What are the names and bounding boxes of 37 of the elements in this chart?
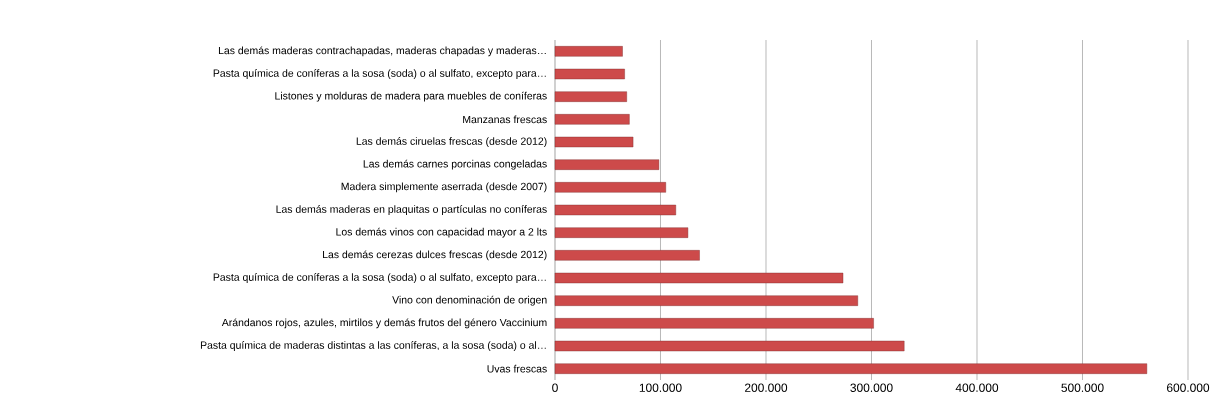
bar [554, 340, 905, 352]
bar [554, 136, 634, 148]
bar [554, 318, 874, 329]
bar [554, 114, 630, 125]
x-tick-label: 100.000 [639, 383, 682, 392]
y-tick-label: Las demás maderas en plaquitas o partículas no coníferas [276, 205, 547, 215]
bar [554, 91, 627, 102]
bar [554, 46, 623, 57]
y-tick-label: Manzanas frescas [463, 115, 547, 124]
y-tick-label: Los demás vinos con capacidad mayor a 2 lts [336, 227, 547, 238]
y-tick-label: Vino con denominación de origen [392, 295, 547, 306]
bar [554, 204, 676, 216]
y-tick-label: Pasta química de coníferas a la sosa (soda) o al sulfato, excepto para… [213, 273, 546, 283]
y-tick-label: Pasta química de coníferas a la sosa (soda) o al sulfato, excepto para… [213, 69, 546, 79]
y-tick-label: Las demás cerezas dulces frescas (desde 2012) [323, 250, 547, 261]
bar [554, 182, 666, 193]
y-tick-label: Las demás maderas contrachapadas, maderas chapadas y maderas… [218, 46, 546, 57]
x-tick-label: 0 [552, 383, 558, 392]
bar [554, 227, 689, 238]
y-tick-label: Listones y molduras de madera para muebles de coníferas [275, 91, 547, 102]
x-tick-label: 600.000 [1167, 383, 1210, 392]
bar [554, 295, 858, 306]
y-tick-label: Uvas frescas [487, 364, 547, 373]
y-tick-label: Arándanos rojos, azules, mirtilos y demás frutos del género Vaccinium [221, 318, 547, 329]
x-tick-label: 300.000 [850, 383, 893, 392]
y-tick-label: Madera simplemente aserrada (desde 2007) [341, 182, 547, 193]
y-tick-label: Las demás carnes porcinas congeladas [363, 159, 547, 170]
bar [554, 363, 1148, 374]
bar [554, 272, 844, 284]
x-tick-label: 200.000 [744, 383, 788, 392]
bar [554, 68, 625, 80]
y-tick-label: Las demás ciruelas frescas (desde 2012) [356, 137, 547, 147]
x-tick-label: 400.000 [955, 383, 999, 392]
bar [554, 159, 660, 170]
x-tick-label: 500.000 [1061, 383, 1104, 392]
y-tick-label: Pasta química de maderas distintas a las coníferas, a la sosa (soda) o al… [200, 341, 546, 351]
bar [554, 250, 700, 261]
